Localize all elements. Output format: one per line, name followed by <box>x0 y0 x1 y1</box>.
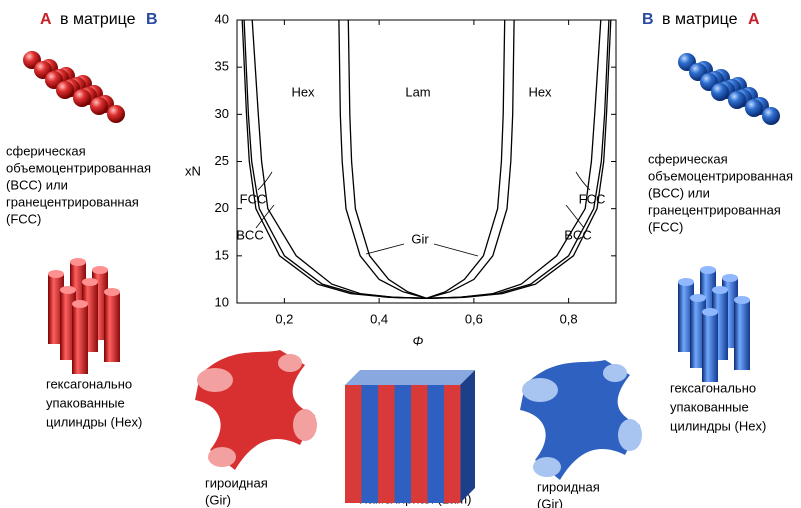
region-label: Gir <box>411 231 429 246</box>
lamella <box>411 385 428 503</box>
caption: цилиндры (Hex) <box>670 418 766 433</box>
region-label: FCC <box>579 191 606 206</box>
caption: (FCC) <box>6 211 41 226</box>
sphere <box>728 91 746 109</box>
cylinder-top <box>48 270 64 278</box>
caption: упакованные <box>46 395 125 410</box>
caption: сферическая <box>6 143 86 158</box>
plot-frame <box>237 20 616 303</box>
cylinder-top <box>702 308 718 316</box>
sphere <box>711 83 729 101</box>
cylinder-top <box>722 274 738 282</box>
cylinder-top <box>70 258 86 266</box>
caption: объемоцентрированная <box>6 160 151 175</box>
x-tick-label: 0,8 <box>560 311 578 326</box>
sphere <box>762 107 780 125</box>
y-tick-label: 10 <box>215 294 229 309</box>
phase-boundary <box>252 20 601 298</box>
gyroid-hole <box>208 447 236 467</box>
leader <box>434 244 478 256</box>
title-a: A <box>40 11 52 28</box>
lamella <box>444 385 461 503</box>
cylinder-top <box>712 286 728 294</box>
lamella <box>428 385 445 503</box>
cylinder <box>734 300 750 370</box>
y-tick-label: 40 <box>215 11 229 26</box>
gyroid-hole <box>278 354 302 372</box>
lamella <box>395 385 412 503</box>
region-label: Hex <box>528 84 552 99</box>
sphere <box>90 97 108 115</box>
phase-boundary <box>339 20 514 298</box>
sphere <box>56 81 74 99</box>
lamella <box>345 385 362 503</box>
caption: (FCC) <box>648 219 683 234</box>
y-tick-label: 25 <box>215 153 229 168</box>
y-tick-label: 15 <box>215 247 229 262</box>
cylinder-top <box>72 300 88 308</box>
title-mid: в матрице <box>60 11 136 28</box>
sphere <box>73 89 91 107</box>
caption: (Gir) <box>205 492 231 507</box>
gyroid-hole <box>522 378 558 402</box>
caption: цилиндры (Hex) <box>46 414 142 429</box>
caption: гексагонально <box>46 376 132 391</box>
gyroid-hole <box>533 457 561 477</box>
lamella-side <box>460 370 475 503</box>
caption: сферическая <box>648 151 728 166</box>
caption: гексагонально <box>670 380 756 395</box>
y-tick-label: 30 <box>215 106 229 121</box>
cylinder-top <box>734 296 750 304</box>
title-b: B <box>642 11 654 28</box>
gyroid-hole <box>603 364 627 382</box>
caption: (BCC) или <box>648 185 710 200</box>
leader <box>366 244 404 254</box>
lamella <box>362 385 379 503</box>
x-axis-label: Φ <box>413 333 424 348</box>
gyroid-hole <box>197 368 233 392</box>
y-tick-label: 20 <box>215 200 229 215</box>
cylinder-top <box>678 278 694 286</box>
caption: (BCC) или <box>6 177 68 192</box>
cylinder-top <box>60 286 76 294</box>
x-tick-label: 0,2 <box>275 311 293 326</box>
region-label: BCC <box>564 227 591 242</box>
caption: гироидная <box>205 475 268 490</box>
caption: гироидная <box>537 479 600 494</box>
phase-boundary <box>244 20 609 298</box>
title-mid: в матрице <box>662 11 738 28</box>
caption: объемоцентрированная <box>648 168 793 183</box>
x-tick-label: 0,6 <box>465 311 483 326</box>
region-label: Lam <box>405 84 430 99</box>
cylinder-top <box>104 288 120 296</box>
region-label: Hex <box>291 84 315 99</box>
cylinder-top <box>690 294 706 302</box>
region-label: FCC <box>240 191 267 206</box>
title-a: A <box>748 11 760 28</box>
sphere <box>107 105 125 123</box>
lamella-top <box>345 370 475 385</box>
cylinder-top <box>92 266 108 274</box>
sphere <box>745 99 763 117</box>
y-axis-label: xN <box>185 163 201 178</box>
lamella <box>378 385 395 503</box>
cylinder-top <box>700 266 716 274</box>
gyroid-hole <box>293 409 317 441</box>
x-tick-label: 0,4 <box>370 311 388 326</box>
cylinder-top <box>82 278 98 286</box>
caption: упакованные <box>670 399 749 414</box>
caption: гранецентрированная <box>648 202 781 217</box>
title-b: B <box>146 11 158 28</box>
cylinder <box>104 292 120 362</box>
phase-boundary <box>348 20 504 298</box>
caption: (Gir) <box>537 496 563 508</box>
cylinder <box>72 304 88 374</box>
region-label: BCC <box>236 227 263 242</box>
caption: гранецентрированная <box>6 194 139 209</box>
cylinder <box>702 312 718 382</box>
figure: A в матрице B B в матрице A Φ xN ламеляр… <box>0 0 801 508</box>
y-tick-label: 35 <box>215 59 229 74</box>
gyroid-hole <box>618 419 642 451</box>
